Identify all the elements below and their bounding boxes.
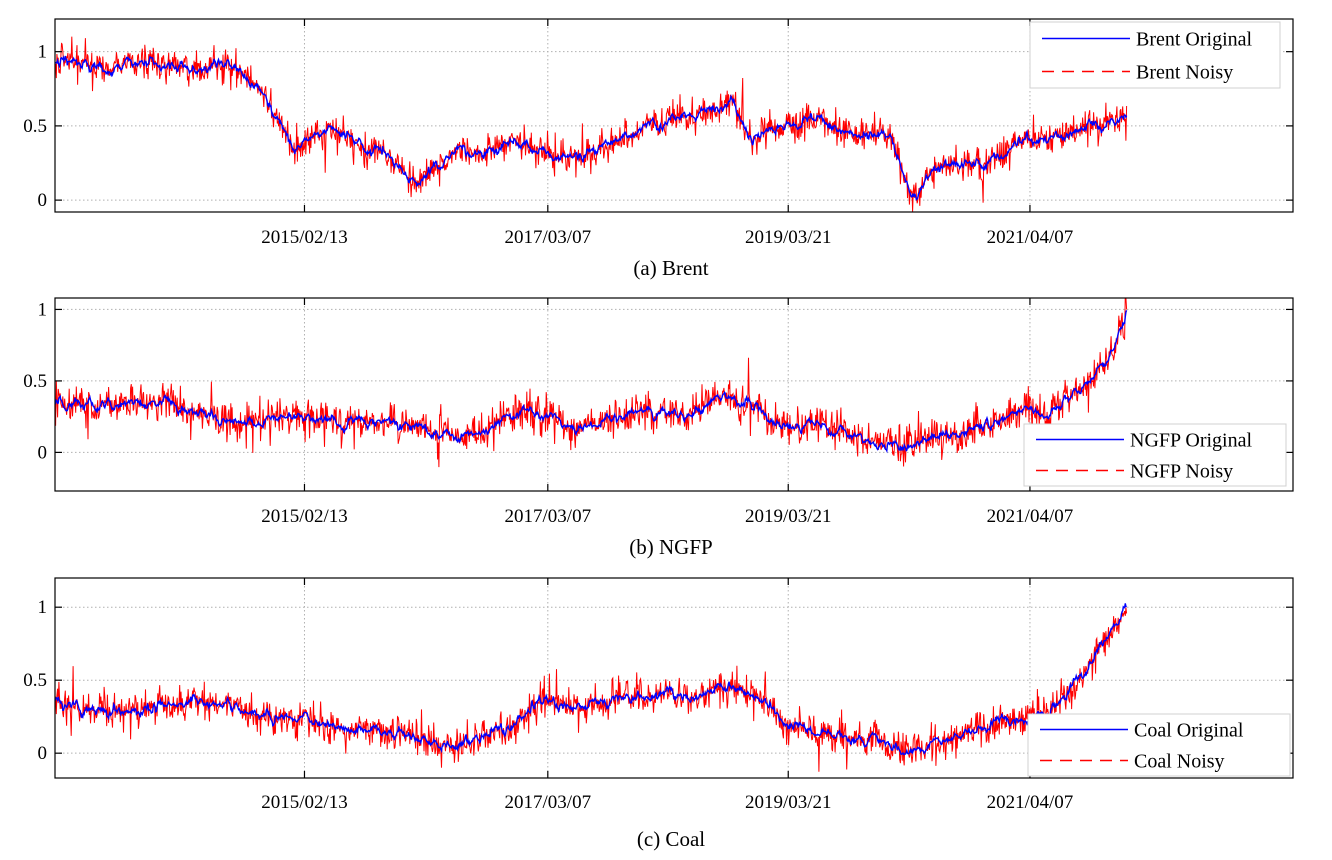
x-tick-label: 2019/03/21 [745,792,832,813]
chart-panel-1: 2015/02/13 2017/03/07 2019/03/21 2021/04/07… [23,18,1294,280]
y-tick-label: 1 [38,42,48,63]
legend: Coal Original Coal Noisy [1027,713,1291,777]
legend-entry-label: Coal Noisy [1134,751,1225,773]
chart-panel-2: 2015/02/13 2017/03/07 2019/03/21 2021/04/07… [23,297,1294,559]
x-tick-label: 2015/02/13 [261,506,348,527]
x-tick-label: 2015/02/13 [261,792,348,813]
series-noisy-line [55,607,1128,772]
axes-frame [54,297,1294,492]
x-tick-label: 2019/03/21 [745,227,832,248]
series-noisy-line [55,36,1128,212]
x-tick-label: 2017/03/07 [505,506,592,527]
y-tick-label: 1 [38,597,48,618]
x-tick-label: 2019/03/21 [745,506,832,527]
y-tick-label: 0.5 [23,371,47,392]
panel-caption: (b) NGFP [629,535,712,559]
legend-entry-label: Brent Original [1136,29,1253,51]
legend-box [1023,423,1287,487]
x-tick-label: 2017/03/07 [505,227,592,248]
panel-caption: (a) Brent [633,256,708,280]
legend-entry-label: NGFP Original [1130,430,1252,452]
x-tick-label: 2017/03/07 [505,792,592,813]
axes-frame [54,18,1294,213]
panel-caption: (c) Coal [637,827,705,851]
series-original-line [55,603,1128,756]
y-tick-label: 0 [38,190,48,211]
axes-frame [54,577,1294,779]
y-tick-label: 0.5 [23,670,47,691]
y-tick-label: 0.5 [23,116,47,137]
series-noisy-line [55,298,1128,468]
y-tick-label: 1 [38,299,48,320]
y-tick-label: 0 [38,743,48,764]
legend-box [1027,713,1291,777]
legend-entry-label: NGFP Noisy [1130,461,1233,483]
legend: NGFP Original NGFP Noisy [1023,423,1287,487]
legend-entry-label: Coal Original [1134,720,1244,742]
x-tick-label: 2015/02/13 [261,227,348,248]
legend: Brent Original Brent Noisy [1029,21,1281,89]
x-tick-label: 2021/04/07 [987,506,1074,527]
series-original-line [55,310,1128,454]
legend-entry-label: Brent Noisy [1136,62,1233,84]
y-tick-label: 0 [38,442,48,463]
chart-panel-3: 2015/02/13 2017/03/07 2019/03/21 2021/04/07… [23,577,1294,851]
series-original-line [55,55,1128,201]
x-tick-label: 2021/04/07 [987,227,1074,248]
x-tick-label: 2021/04/07 [987,792,1074,813]
legend-box [1029,21,1281,89]
